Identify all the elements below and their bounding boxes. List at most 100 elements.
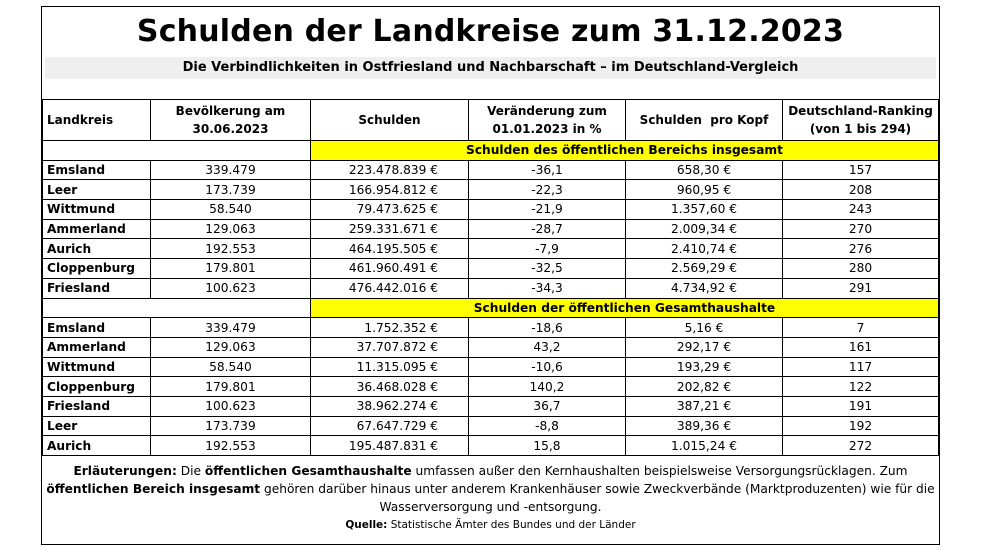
table-row: Emsland 339.479 1.752.352 € -18,6 5,16 €7: [42, 317, 939, 338]
cell-pro-kopf: 202,82 €: [625, 376, 783, 397]
cell-pro-kopf: 960,95 €: [625, 179, 783, 201]
cell-pro-kopf: 2.410,74 €: [625, 238, 783, 260]
page-title: Schulden der Landkreise zum 31.12.2023: [136, 14, 845, 49]
cell-schulden: 476.442.016 €: [310, 277, 469, 299]
cell-landkreis: Emsland: [42, 317, 151, 338]
cell-bevoelkerung: 173.739: [150, 415, 311, 437]
header-ranking: Deutschland-Ranking (von 1 bis 294): [782, 99, 939, 141]
section2-body: Schulden der öffentlichen Gesamthaushalt…: [42, 297, 939, 456]
cell-ranking: 161: [782, 336, 939, 358]
cell-schulden: 166.954.812 €: [310, 179, 469, 201]
header-veraenderung: Veränderung zum 01.01.2023 in %: [468, 99, 626, 141]
cell-veraenderung: -36,1: [468, 159, 626, 181]
table-row: Friesland 100.623 38.962.274 €36,7 387,21 €…: [42, 395, 939, 417]
header-veraenderung-line1: Veränderung zum: [487, 104, 607, 118]
cell-pro-kopf: 2.569,29 €: [625, 258, 783, 279]
header-bevoelkerung-line2: 30.06.2023: [192, 122, 269, 136]
cell-bevoelkerung: 129.063: [150, 218, 311, 240]
cell-ranking: 192: [782, 415, 939, 437]
cell-veraenderung: -7,9: [468, 238, 626, 260]
cell-landkreis: Wittmund: [42, 356, 151, 378]
cell-landkreis: Leer: [42, 179, 151, 201]
table-row: Ammerland 129.063 37.707.872 €43,2 292,17 €…: [42, 336, 939, 358]
cell-pro-kopf: 1.357,60 €: [625, 199, 783, 220]
header-veraenderung-line2: 01.01.2023 in %: [492, 122, 602, 136]
cell-landkreis: Friesland: [42, 277, 151, 299]
cell-ranking: 191: [782, 395, 939, 417]
cell-landkreis: Ammerland: [42, 218, 151, 240]
notes-text-2: umfassen außer den Kernhaushalten beispi…: [411, 464, 908, 478]
cell-ranking: 243: [782, 199, 939, 220]
cell-ranking: 270: [782, 218, 939, 240]
table-row: Aurich 192.553 195.487.831 €15,8 1.015,24 €…: [42, 435, 939, 456]
cell-landkreis: Aurich: [42, 435, 151, 456]
cell-pro-kopf: 4.734,92 €: [625, 277, 783, 299]
cell-pro-kopf: 2.009,34 €: [625, 218, 783, 240]
cell-bevoelkerung: 192.553: [150, 435, 311, 456]
cell-ranking: 291: [782, 277, 939, 299]
cell-schulden: 67.647.729 €: [310, 415, 469, 437]
header-ranking-line2: (von 1 bis 294): [809, 122, 912, 136]
cell-pro-kopf: 387,21 €: [625, 395, 783, 417]
header-bevoelkerung: Bevölkerung am 30.06.2023: [150, 99, 311, 141]
cell-veraenderung: -18,6: [468, 317, 626, 338]
header-bevoelkerung-line1: Bevölkerung am: [175, 104, 286, 118]
cell-veraenderung: 140,2: [468, 376, 626, 397]
table-row: Ammerland 129.063 259.331.671 € -28,7 2.009,…: [42, 218, 939, 240]
table-row: Aurich 192.553 464.195.505 € -7,9 2.410,74 €…: [42, 238, 939, 260]
cell-schulden: 464.195.505 €: [310, 238, 469, 260]
cell-landkreis: Ammerland: [42, 336, 151, 358]
cell-ranking: 122: [782, 376, 939, 397]
cell-pro-kopf: 389,36 €: [625, 415, 783, 437]
cell-bevoelkerung: 179.801: [150, 376, 311, 397]
source-text: Statistische Ämter des Bundes und der Lä…: [387, 519, 636, 531]
cell-pro-kopf: 658,30 €: [625, 159, 783, 181]
explanation-notes: Erläuterungen: Die öffentlichen Gesamtha…: [42, 456, 939, 516]
cell-veraenderung: -8,8: [468, 415, 626, 437]
cell-landkreis: Cloppenburg: [42, 376, 151, 397]
section2-label: Schulden der öffentlichen Gesamthaushalt…: [310, 297, 939, 319]
section2-header-row: Schulden der öffentlichen Gesamthaushalt…: [42, 297, 939, 319]
table-header-row: Landkreis Bevölkerung am 30.06.2023 Schul…: [42, 99, 939, 141]
cell-landkreis: Leer: [42, 415, 151, 437]
table-row: Cloppenburg 179.801 36.468.028 €140,2 202,8…: [42, 376, 939, 397]
cell-pro-kopf: 193,29 €: [625, 356, 783, 378]
cell-veraenderung: 43,2: [468, 336, 626, 358]
document-frame: Schulden der Landkreise zum 31.12.2023 D…: [41, 6, 940, 545]
notes-text-3: gehören darüber hinaus unter anderem Kra…: [260, 482, 935, 514]
cell-ranking: 157: [782, 159, 939, 181]
source-label: Quelle:: [345, 519, 388, 531]
cell-schulden: 37.707.872 €: [310, 336, 469, 358]
section1-label: Schulden des öffentlichen Bereichs insge…: [310, 140, 939, 161]
cell-schulden: 223.478.839 €: [310, 159, 469, 181]
section2-blank: [42, 297, 311, 319]
cell-ranking: 276: [782, 238, 939, 260]
cell-veraenderung: -10,6: [468, 356, 626, 378]
section1-body: Schulden des öffentlichen Bereichs insge…: [42, 140, 939, 299]
cell-bevoelkerung: 129.063: [150, 336, 311, 358]
cell-schulden: 195.487.831 €: [310, 435, 469, 456]
cell-veraenderung: 15,8: [468, 435, 626, 456]
spacer: [42, 79, 939, 99]
source-line: Quelle: Statistische Ämter des Bundes un…: [42, 519, 939, 531]
debt-table: Landkreis Bevölkerung am 30.06.2023 Schul…: [42, 99, 939, 456]
cell-landkreis: Friesland: [42, 395, 151, 417]
cell-bevoelkerung: 339.479: [150, 159, 311, 181]
notes-term-bereich: öffentlichen Bereich insgesamt: [46, 482, 261, 496]
cell-bevoelkerung: 192.553: [150, 238, 311, 260]
cell-veraenderung: -32,5: [468, 258, 626, 279]
section1-blank: [42, 140, 311, 161]
notes-term-gesamthaushalte: öffentlichen Gesamthaushalte: [204, 464, 412, 478]
cell-pro-kopf: 1.015,24 €: [625, 435, 783, 456]
cell-ranking: 117: [782, 356, 939, 378]
notes-text-1: Die: [176, 464, 205, 478]
cell-pro-kopf: 292,17 €: [625, 336, 783, 358]
table-row: Friesland 100.623 476.442.016 € -34,3 4.734,…: [42, 277, 939, 299]
cell-veraenderung: -28,7: [468, 218, 626, 240]
cell-landkreis: Emsland: [42, 159, 151, 181]
table-row: Cloppenburg 179.801 461.960.491 € -32,5 2.56…: [42, 258, 939, 279]
cell-veraenderung: -34,3: [468, 277, 626, 299]
cell-pro-kopf: 5,16 €: [625, 317, 783, 338]
header-landkreis: Landkreis: [42, 99, 151, 141]
cell-ranking: 272: [782, 435, 939, 456]
